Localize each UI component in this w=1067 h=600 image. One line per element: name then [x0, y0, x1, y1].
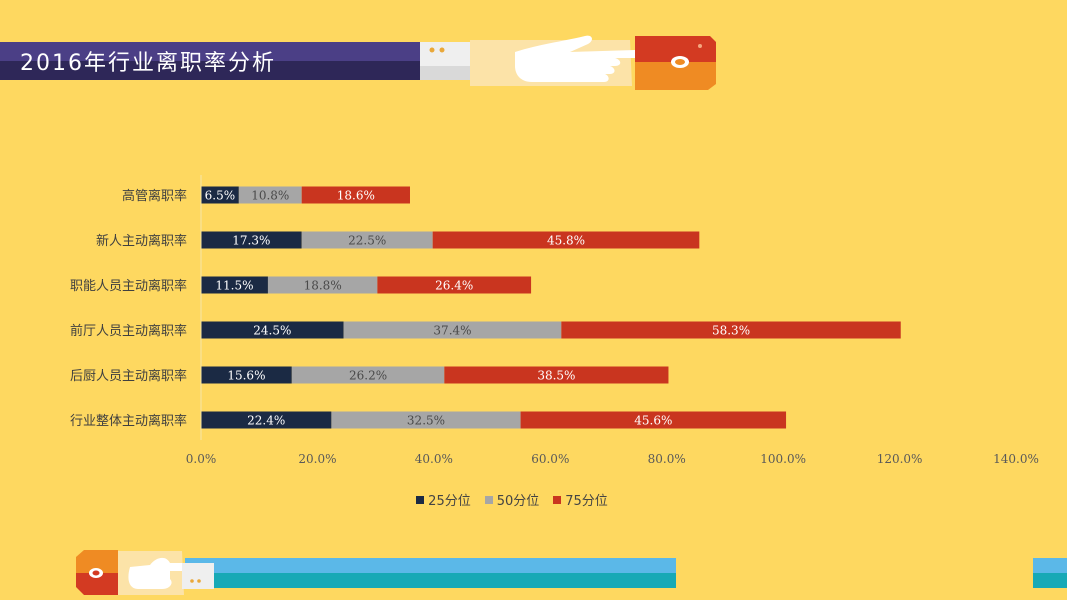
- legend-item-75: 75分位: [553, 490, 608, 509]
- data-label: 15.6%: [227, 369, 265, 383]
- bar-segment-1: [201, 276, 268, 294]
- bar-segment-1: [201, 321, 344, 339]
- legend-swatch-50: [484, 495, 493, 504]
- bar-segment-2: [238, 186, 302, 204]
- bar-segment-1: [201, 411, 332, 429]
- x-tick-label: 20.0%: [298, 452, 336, 466]
- title-bar: 2016年行业离职率分析: [0, 42, 468, 80]
- title-bar-bottom-band: [0, 61, 468, 80]
- data-label: 32.5%: [407, 414, 445, 428]
- pointing-hand-illustration-bottom: [76, 550, 676, 595]
- bar-segment-1: [201, 366, 292, 384]
- title-bar-top-band: [0, 42, 468, 61]
- bar-segment-1: [201, 231, 302, 249]
- bar-segment-2: [301, 231, 433, 249]
- category-label: 后厨人员主动离职率: [70, 368, 187, 384]
- legend-item-25: 25分位: [416, 490, 471, 509]
- x-tick-label: 120.0%: [877, 452, 923, 466]
- bar-segment-2: [331, 411, 521, 429]
- category-label: 新人主动离职率: [96, 233, 187, 249]
- data-label: 18.8%: [304, 279, 342, 293]
- bar-segment-3: [432, 231, 700, 249]
- bar-segment-3: [520, 411, 787, 429]
- x-tick-label: 80.0%: [648, 452, 686, 466]
- legend-label-75: 75分位: [565, 494, 608, 509]
- data-label: 58.3%: [712, 324, 750, 338]
- chart-legend: 25分位 50分位 75分位: [0, 490, 1024, 509]
- legend-item-50: 50分位: [484, 490, 540, 509]
- data-label: 45.6%: [634, 414, 672, 428]
- data-label: 10.8%: [251, 189, 289, 203]
- data-label: 22.5%: [348, 234, 386, 248]
- legend-label-50: 50分位: [496, 494, 540, 509]
- data-label: 22.4%: [247, 414, 285, 428]
- page-title: 2016年行业离职率分析: [20, 51, 276, 76]
- bar-segment-2: [343, 321, 562, 339]
- data-label: 18.6%: [337, 189, 375, 203]
- blue-stripe-decoration: [1033, 558, 1067, 588]
- x-tick-label: 100.0%: [760, 452, 806, 466]
- data-label: 45.8%: [547, 234, 585, 248]
- x-tick-label: 0.0%: [186, 452, 217, 466]
- bar-segment-3: [377, 276, 532, 294]
- x-tick-label: 60.0%: [531, 452, 569, 466]
- bar-segment-3: [561, 321, 901, 339]
- x-tick-label: 40.0%: [415, 452, 453, 466]
- data-label: 24.5%: [253, 324, 291, 338]
- data-label: 37.4%: [433, 324, 471, 338]
- data-label: 26.2%: [349, 369, 387, 383]
- bar-segment-3: [444, 366, 669, 384]
- category-label: 职能人员主动离职率: [70, 278, 187, 294]
- legend-swatch-25: [416, 495, 425, 504]
- bar-segment-3: [301, 186, 410, 204]
- data-label: 26.4%: [435, 279, 473, 293]
- pointing-hand-illustration-top: [420, 35, 716, 90]
- category-label: 前厅人员主动离职率: [70, 323, 187, 339]
- data-label: 17.3%: [232, 234, 270, 248]
- bar-segment-1: [201, 186, 239, 204]
- legend-label-25: 25分位: [428, 494, 471, 509]
- x-tick-label: 140.0%: [993, 452, 1039, 466]
- data-label: 11.5%: [215, 279, 253, 293]
- data-label: 6.5%: [205, 189, 236, 203]
- bar-segment-2: [291, 366, 445, 384]
- data-label: 38.5%: [537, 369, 575, 383]
- legend-swatch-75: [553, 495, 562, 504]
- category-label: 行业整体主动离职率: [70, 413, 187, 429]
- bar-segment-2: [267, 276, 378, 294]
- category-label: 高管离职率: [122, 188, 187, 204]
